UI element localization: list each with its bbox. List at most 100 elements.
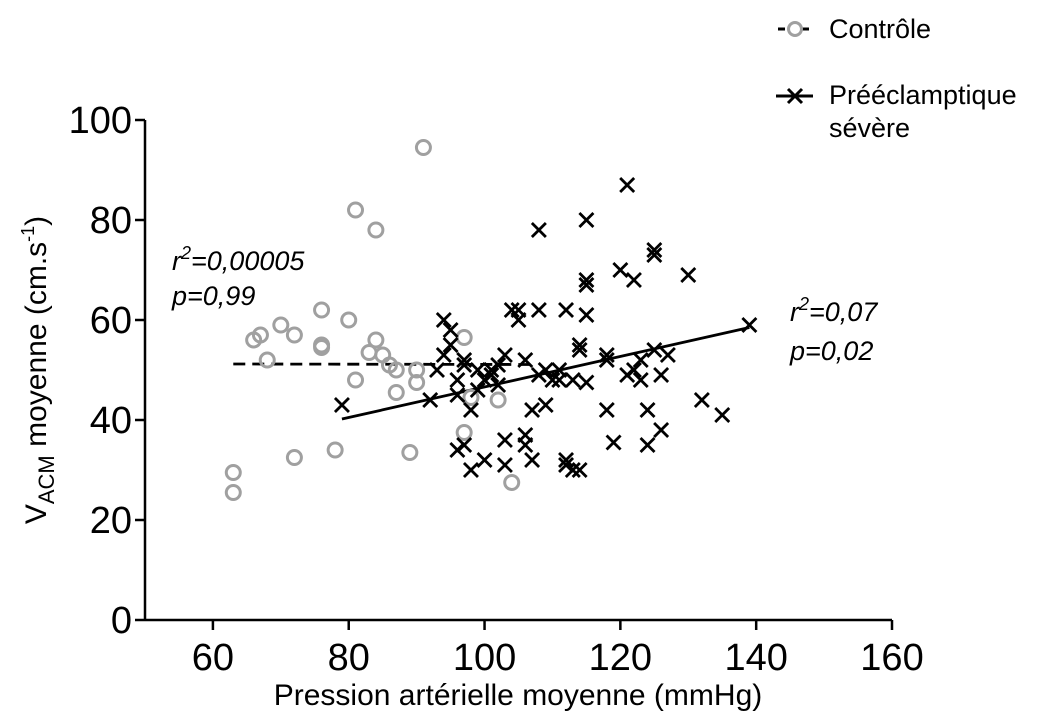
controle-point (224, 464, 242, 481)
preeclamptique-point (605, 434, 622, 451)
preeclamptique-point (578, 272, 595, 288)
y-tick-label: 0 (111, 600, 132, 642)
controle-point (455, 424, 473, 441)
preeclamptique-point (619, 177, 636, 193)
stats-controle-r2-label: r (172, 246, 182, 276)
preeclamptique-point (598, 402, 615, 418)
preeclamptique-point (578, 277, 595, 293)
legend-controle-marker (787, 21, 803, 37)
controle-point (414, 139, 432, 156)
controle-point (347, 371, 365, 389)
preeclamptique-point (571, 462, 588, 478)
preeclamptique-point (456, 352, 473, 368)
legend: Contrôle Prééclamptique sévère (776, 14, 1024, 143)
controle-point (462, 389, 480, 406)
preeclamptique-point (429, 362, 445, 378)
preeclamptique-point (598, 347, 615, 363)
preeclamptique-point (578, 374, 595, 391)
preeclamptique-point (435, 312, 452, 328)
x-tick-label: 60 (192, 637, 234, 679)
controle-point (367, 331, 385, 349)
preeclamptique-point (496, 457, 513, 473)
controle-point (401, 444, 419, 461)
controle-point (489, 391, 507, 409)
preeclamptique-point (496, 347, 513, 363)
preeclamptique-point (530, 302, 547, 318)
y-axis-title-superscript: -1 (18, 226, 38, 242)
preeclamptique-point (524, 402, 541, 418)
preeclamptique-point (578, 212, 595, 228)
stats-preeclamptique-r2-value: =0,07 (809, 297, 878, 327)
preeclamptique-point (524, 452, 541, 468)
preeclamptique-point (483, 367, 500, 383)
preeclamptique-point (558, 452, 575, 468)
y-tick-label: 20 (90, 500, 132, 542)
stats-controle-r2-value: =0,00005 (191, 246, 305, 276)
preeclamptique-point (625, 272, 642, 288)
y-axis-title-subscript: ACM (34, 455, 59, 504)
controle-point (408, 374, 426, 391)
controle-point (285, 449, 303, 466)
data-points (224, 139, 758, 501)
stats-preeclamptique-r2-label: r (790, 297, 800, 327)
preeclamptique-point (659, 347, 676, 363)
preeclamptique-point (564, 462, 581, 478)
legend-preeclamptique-marker (786, 87, 804, 105)
preeclamptique-point (653, 422, 670, 438)
preeclamptique-point (544, 372, 561, 388)
stats-controle-r2-sup: 2 (180, 243, 191, 263)
preeclamptique-point (435, 347, 452, 363)
controle-point (387, 384, 405, 401)
controle-point (258, 351, 276, 369)
preeclamptique-point (469, 362, 486, 378)
preeclamptique-point (578, 307, 595, 323)
y-tick-label: 80 (90, 200, 132, 242)
stats-preeclamptique: r2=0,07 p=0,02 (789, 294, 878, 366)
preeclamptique-point (639, 402, 656, 418)
x-tick-label: 80 (328, 637, 370, 679)
preeclamptique-point (333, 397, 350, 413)
preeclamptique-point (442, 322, 459, 338)
controle-point (313, 301, 331, 319)
controle-point (272, 316, 290, 334)
controle-point (313, 339, 331, 356)
preeclamptique-point (449, 387, 466, 403)
preeclamptique-point (693, 392, 710, 408)
preeclamptique-point (639, 437, 656, 453)
preeclamptique-point (646, 342, 663, 358)
preeclamptique-point (462, 402, 479, 418)
preeclamptique-point (598, 352, 615, 368)
controle-point (503, 474, 521, 491)
preeclamptique-point (530, 222, 547, 238)
legend-preeclamptique-label-line2: sévère (829, 113, 910, 143)
preeclamptique-point (714, 407, 731, 423)
controle-point (326, 441, 344, 459)
preeclamptique-point (612, 262, 629, 278)
legend-item-preeclamptique: Prééclamptique sévère (776, 80, 1024, 143)
preeclamptique-point (646, 242, 663, 258)
preeclamptique-point (632, 372, 649, 388)
x-tick-label: 100 (453, 637, 516, 679)
preeclamptique-point (571, 337, 588, 353)
legend-preeclamptique-label: Prééclamptique sévère (829, 80, 1024, 143)
stats-preeclamptique-p: p=0,02 (789, 336, 873, 366)
legend-preeclamptique-label-line1: Prééclamptique (829, 80, 1017, 110)
legend-item-controle: Contrôle (778, 14, 931, 44)
preeclamptique-point (496, 432, 513, 448)
preeclamptique-point (680, 267, 697, 283)
y-axis-title-prefix: V (20, 504, 53, 524)
preeclamptique-point (632, 352, 649, 368)
stats-controle-r2: r2=0,00005 (172, 243, 305, 276)
y-tick-label: 40 (90, 400, 132, 442)
preeclamptique-point (537, 397, 554, 413)
controle-point (387, 361, 405, 379)
preeclamptique-point (646, 247, 663, 263)
controle-point (340, 311, 358, 329)
x-tick-label: 120 (589, 637, 652, 679)
preeclamptique-point (510, 302, 527, 318)
preeclamptique-point (442, 337, 459, 353)
preeclamptique-point (741, 317, 758, 333)
controle-point (285, 326, 303, 344)
preeclamptique-point (517, 352, 534, 368)
preeclamptique-point (558, 302, 575, 318)
